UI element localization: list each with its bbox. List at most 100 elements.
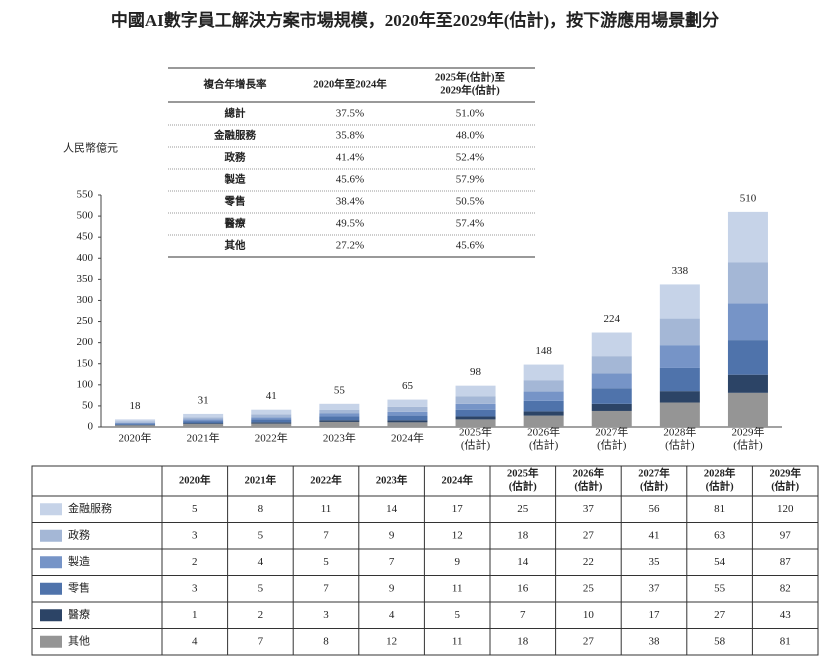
- table-cell: 63: [714, 529, 726, 541]
- cagr-cell: 27.2%: [336, 240, 364, 252]
- bar-segment: [455, 416, 496, 420]
- cagr-cell: 51.0%: [456, 108, 484, 120]
- bar-segment: [115, 423, 156, 425]
- table-cell: 17: [452, 503, 464, 515]
- table-cell: 4: [258, 556, 264, 568]
- table-cell: 120: [777, 503, 794, 515]
- table-header: 2028年(估計): [704, 467, 736, 493]
- bar-segment: [183, 417, 224, 420]
- table-cell: 9: [454, 556, 460, 568]
- bar-segment: [523, 391, 564, 401]
- bar-segment: [319, 409, 360, 414]
- chart-title: 中國AI數字員工解決方案市場規模，2020年至2029年(估計)，按下游應用場景…: [111, 10, 719, 30]
- table-cell: 14: [517, 556, 529, 568]
- table-cell: 8: [323, 635, 329, 647]
- table-cell: 37: [649, 582, 661, 594]
- total-label: 224: [604, 313, 621, 325]
- table-cell: 17: [649, 609, 661, 621]
- bar-segment: [319, 403, 360, 410]
- total-label: 41: [266, 390, 277, 402]
- table-cell: 7: [520, 609, 526, 621]
- bar-segment: [387, 399, 428, 407]
- table-cell: 18: [517, 635, 529, 647]
- bar-segment: [591, 373, 632, 389]
- bar-segment: [727, 262, 768, 304]
- table-cell: 54: [714, 556, 726, 568]
- x-tick-label: 2026年(估計): [527, 424, 560, 451]
- table-cell: 7: [389, 556, 395, 568]
- x-tick-label: 2024年: [391, 431, 424, 445]
- table-cell: 27: [583, 529, 595, 541]
- legend-label: 政務: [68, 527, 90, 541]
- table-header: 2025年(估計): [507, 467, 539, 493]
- cagr-cell: 其他: [225, 238, 246, 251]
- legend-swatch: [40, 609, 62, 622]
- cagr-cell: 45.6%: [456, 240, 484, 252]
- bar-segment: [387, 415, 428, 421]
- table-cell: 7: [323, 529, 329, 541]
- bar-segment: [115, 422, 156, 424]
- table-cell: 43: [780, 609, 792, 621]
- table-header: 2029年(估計): [769, 467, 801, 493]
- cagr-cell: 35.8%: [336, 130, 364, 142]
- bar-segment: [659, 402, 700, 427]
- cagr-cell: 醫療: [225, 216, 246, 229]
- legend-label: 醫療: [68, 607, 90, 621]
- table-cell: 41: [649, 529, 660, 541]
- table-cell: 25: [517, 503, 529, 515]
- table-cell: 11: [452, 582, 463, 594]
- legend-label: 零售: [68, 580, 90, 594]
- y-tick-label: 250: [77, 315, 94, 327]
- table-header: 2020年: [179, 473, 211, 486]
- x-tick-label: 2023年: [323, 431, 356, 445]
- bar-segment: [251, 423, 292, 427]
- cagr-cell: 政務: [225, 150, 246, 163]
- bar-segment: [727, 303, 768, 341]
- y-tick-label: 400: [77, 252, 94, 264]
- table-cell: 5: [323, 556, 329, 568]
- table-header: 2027年(估計): [638, 467, 670, 493]
- bar-segment: [659, 318, 700, 346]
- cagr-cell: 41.4%: [336, 152, 364, 164]
- bar-segment: [183, 424, 224, 427]
- bar-segment: [115, 425, 156, 427]
- cagr-cell: 52.4%: [456, 152, 484, 164]
- table-cell: 58: [714, 635, 726, 647]
- bar-segment: [591, 356, 632, 374]
- y-tick-label: 350: [77, 273, 94, 285]
- bar-segment: [455, 385, 496, 397]
- table-cell: 11: [321, 503, 332, 515]
- table-cell: 11: [452, 635, 463, 647]
- table-cell: 12: [386, 635, 397, 647]
- cagr-cell: 零售: [224, 194, 246, 207]
- bar-segment: [455, 409, 496, 417]
- y-tick-label: 200: [77, 336, 94, 348]
- bar-segment: [727, 374, 768, 393]
- total-label: 510: [740, 192, 757, 204]
- cagr-cell: 製造: [224, 172, 246, 185]
- table-cell: 22: [583, 556, 594, 568]
- table-cell: 7: [258, 635, 264, 647]
- table-cell: 7: [323, 582, 329, 594]
- table-cell: 9: [389, 582, 395, 594]
- bar-segment: [591, 332, 632, 357]
- cagr-header: 2025年(估計)至 2029年(估計): [435, 71, 505, 97]
- legend-swatch: [40, 635, 62, 648]
- x-tick-label: 2028年(估計): [663, 424, 696, 451]
- bar-segment: [455, 396, 496, 404]
- bar-segment: [183, 421, 224, 424]
- table-cell: 2: [192, 556, 198, 568]
- table-cell: 12: [452, 529, 463, 541]
- y-tick-label: 0: [88, 421, 94, 433]
- bar-segment: [387, 420, 428, 423]
- x-tick-label: 2027年(估計): [595, 424, 628, 451]
- bar-segment: [659, 391, 700, 403]
- bar-segment: [591, 388, 632, 404]
- bar-segment: [523, 364, 564, 381]
- table-cell: 56: [649, 503, 661, 515]
- total-label: 148: [535, 345, 552, 357]
- bar-segment: [591, 403, 632, 411]
- table-cell: 27: [583, 635, 595, 647]
- legend-swatch: [40, 503, 62, 516]
